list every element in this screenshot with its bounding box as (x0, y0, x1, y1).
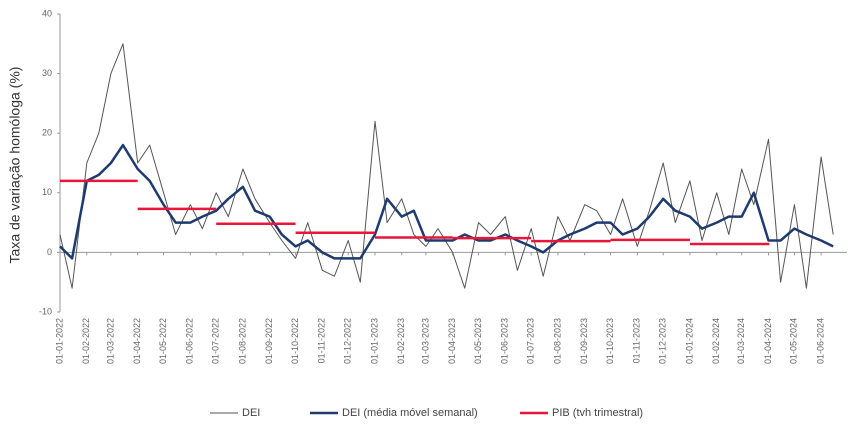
x-tick-label: 01-05-2023 (473, 318, 483, 364)
x-tick-label: 01-03-2024 (736, 318, 746, 364)
x-tick-label: 01-04-2024 (763, 318, 773, 364)
x-tick-label: 01-08-2022 (237, 318, 247, 364)
y-tick-label: 40 (42, 8, 52, 18)
x-tick-label: 01-02-2023 (396, 318, 406, 364)
series-line (59, 143, 834, 260)
x-tick-label: 01-01-2023 (369, 318, 379, 364)
legend-label: DEI (242, 407, 260, 419)
x-tick-label: 01-07-2023 (526, 318, 536, 364)
x-tick-label: 01-05-2022 (158, 318, 168, 364)
y-tick-label: 10 (42, 187, 52, 197)
x-tick-label: 01-10-2022 (290, 318, 300, 364)
x-tick-label: 01-12-2022 (343, 318, 353, 364)
x-tick-label: 01-05-2024 (789, 318, 799, 364)
x-tick-label: 01-06-2022 (185, 318, 195, 364)
y-tick-label: 30 (42, 68, 52, 78)
x-tick-label: 01-01-2022 (54, 318, 64, 364)
x-tick-label: 01-06-2023 (500, 318, 510, 364)
x-tick-label: 01-08-2023 (552, 318, 562, 364)
y-axis-label: Taxa de variação homóloga (%) (7, 67, 23, 264)
x-tick-label: 01-02-2022 (81, 318, 91, 364)
legend-label: DEI (média móvel semanal) (342, 407, 478, 419)
y-tick-label: 20 (42, 128, 52, 138)
x-tick-label: 01-02-2024 (711, 318, 721, 364)
x-tick-label: 01-06-2024 (815, 318, 825, 364)
x-tick-label: 01-09-2023 (579, 318, 589, 364)
y-tick-label: 0 (47, 247, 52, 257)
x-tick-label: 01-03-2022 (105, 318, 115, 364)
x-tick-label: 01-03-2023 (420, 318, 430, 364)
series-line (59, 43, 834, 289)
x-tick-label: 01-07-2022 (211, 318, 221, 364)
x-tick-label: 01-11-2023 (632, 318, 642, 363)
x-tick-label: 01-01-2024 (684, 318, 694, 364)
legend-label: PIB (tvh trimestral) (552, 407, 643, 419)
x-tick-label: 01-10-2023 (605, 318, 615, 364)
y-tick-label: -10 (39, 306, 52, 316)
x-tick-label: 01-04-2022 (132, 318, 142, 364)
x-tick-label: 01-11-2022 (317, 318, 327, 363)
x-tick-label: 01-04-2023 (447, 318, 457, 364)
x-tick-label: 01-12-2023 (658, 318, 668, 364)
x-tick-label: 01-09-2022 (264, 318, 274, 364)
